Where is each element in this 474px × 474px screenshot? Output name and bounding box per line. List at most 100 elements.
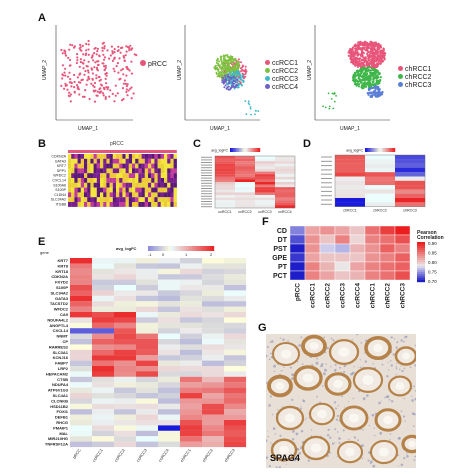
heatmap-cell bbox=[70, 285, 93, 291]
umap-point bbox=[248, 100, 250, 103]
umap-point bbox=[85, 49, 88, 52]
panel-e-letter: E bbox=[38, 236, 46, 248]
umap-point bbox=[60, 48, 63, 52]
gene-label: KCNJ16 bbox=[53, 355, 69, 360]
heatmap-cell bbox=[93, 178, 97, 183]
umap-point bbox=[383, 54, 386, 57]
heatmap-cell bbox=[158, 328, 181, 334]
heatmap-cell bbox=[335, 193, 366, 199]
heatmap-cell bbox=[71, 173, 75, 179]
umap-point bbox=[130, 97, 133, 100]
nucleus bbox=[269, 395, 272, 398]
umap-point bbox=[374, 94, 377, 97]
umap-point bbox=[368, 71, 372, 74]
umap-point bbox=[85, 65, 88, 68]
umap-point bbox=[232, 79, 235, 82]
heatmap-cell bbox=[132, 192, 136, 198]
umap-point bbox=[86, 69, 90, 72]
umap-point bbox=[257, 110, 260, 112]
heatmap-cell bbox=[125, 168, 129, 174]
heatmap-cell bbox=[255, 158, 276, 162]
heatmap-cell bbox=[255, 192, 276, 196]
nucleus bbox=[342, 429, 345, 432]
umap-point bbox=[102, 53, 105, 56]
umap-point bbox=[374, 87, 377, 90]
umap-point bbox=[360, 67, 363, 70]
heatmap-cell bbox=[70, 306, 93, 313]
legend-gradient-step bbox=[417, 250, 425, 253]
heatmap-cell bbox=[135, 168, 139, 174]
heatmap-cell bbox=[364, 261, 381, 272]
umap-point bbox=[351, 55, 355, 58]
umap-point bbox=[108, 95, 111, 98]
heatmap-cell bbox=[114, 268, 137, 275]
heatmap-cell bbox=[106, 163, 110, 169]
gene-label: CLCNKB bbox=[51, 398, 68, 403]
gene-label bbox=[201, 195, 212, 197]
heatmap-cell bbox=[92, 258, 115, 264]
heatmap-cell bbox=[114, 420, 137, 426]
gene-label bbox=[201, 201, 212, 202]
heatmap-cell bbox=[92, 403, 115, 410]
gene-label bbox=[321, 203, 332, 205]
umap-point bbox=[347, 54, 350, 57]
heatmap-cell bbox=[122, 173, 126, 179]
heatmap-cell bbox=[92, 441, 115, 448]
heatmap-cell bbox=[173, 173, 177, 179]
heatmap-cell bbox=[235, 192, 256, 196]
heatmap-cell bbox=[202, 376, 225, 383]
tubule-lumen bbox=[383, 415, 393, 425]
umap-point bbox=[130, 48, 133, 51]
nucleus bbox=[400, 463, 404, 467]
heatmap-cell bbox=[255, 163, 276, 167]
heatmap-cell bbox=[180, 333, 203, 340]
legend-tick: 0.75 bbox=[428, 270, 437, 275]
heatmap-cell bbox=[148, 197, 152, 203]
heatmap-cell bbox=[158, 317, 181, 323]
heatmap-cell bbox=[180, 403, 203, 410]
heatmap-cell bbox=[112, 197, 117, 203]
heatmap-cell bbox=[158, 344, 181, 350]
heatmap-cell bbox=[100, 197, 104, 203]
umap-point bbox=[241, 72, 244, 75]
nucleus bbox=[272, 427, 276, 430]
nucleus bbox=[291, 373, 294, 376]
heatmap-cell bbox=[349, 225, 366, 236]
umap-point bbox=[368, 88, 371, 91]
umap-point bbox=[119, 46, 123, 50]
heatmap-cell bbox=[158, 425, 181, 431]
heatmap-cell bbox=[119, 182, 123, 188]
umap-point bbox=[324, 106, 327, 109]
heatmap-cell bbox=[141, 187, 145, 193]
heatmap-cell bbox=[122, 154, 126, 159]
heatmap-cell bbox=[173, 197, 177, 203]
umap-point bbox=[240, 61, 242, 64]
column-label: ccRCC1 bbox=[91, 447, 104, 463]
heatmap-cell bbox=[235, 205, 256, 209]
heatmap-cell bbox=[144, 192, 149, 198]
legend-gradient-step bbox=[417, 248, 425, 251]
umap-point bbox=[219, 71, 222, 74]
umap-point bbox=[216, 59, 219, 62]
gene-label bbox=[201, 182, 212, 184]
umap-point bbox=[124, 82, 127, 85]
heatmap-cell bbox=[224, 436, 247, 442]
umap-point bbox=[64, 74, 67, 77]
umap-point bbox=[367, 57, 370, 61]
legend-gradient-step bbox=[384, 148, 387, 152]
tubule-lumen bbox=[333, 379, 343, 389]
umap-point bbox=[368, 66, 371, 69]
heatmap-cell bbox=[70, 436, 93, 442]
umap-point bbox=[62, 74, 65, 77]
heatmap-cell bbox=[289, 225, 306, 236]
umap-point bbox=[377, 47, 381, 50]
heatmap-cell bbox=[70, 403, 93, 410]
gene-label: NDUFA4L2 bbox=[47, 317, 68, 322]
heatmap-cell bbox=[90, 192, 94, 198]
heatmap-cell bbox=[349, 261, 366, 272]
umap-point bbox=[63, 87, 66, 90]
heatmap-cell bbox=[215, 174, 236, 177]
heatmap-cell bbox=[92, 339, 115, 345]
umap-point bbox=[68, 91, 71, 94]
